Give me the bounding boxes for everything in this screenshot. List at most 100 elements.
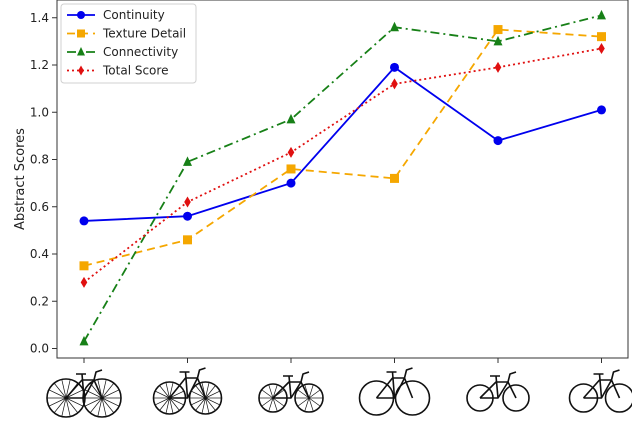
wheel-spoke — [190, 390, 206, 399]
legend-box — [60, 3, 197, 84]
data-point-connectivity — [493, 35, 503, 46]
wheel-spoke — [297, 389, 310, 399]
wheel-spoke — [48, 397, 67, 407]
y-tick-label: 1.0 — [30, 105, 49, 119]
data-point-continuity — [493, 136, 503, 146]
wheel-spoke — [308, 397, 314, 412]
data-point-texture-detail — [493, 25, 503, 35]
data-point-continuity — [390, 62, 399, 72]
data-point-continuity — [286, 178, 296, 188]
series-total-score — [80, 42, 605, 288]
wheel-spoke — [195, 397, 206, 411]
wheel-spoke — [65, 389, 84, 399]
wheel-spoke — [308, 384, 314, 399]
wheel-spoke — [101, 379, 107, 399]
axes: 0.0 0.2 0.4 0.6 0.8 1.0 1.2 1.4 Abstract Scores — [13, 0, 629, 363]
data-point-continuity — [597, 105, 606, 115]
wheel-spoke — [169, 397, 174, 414]
legend-label-connectivity: Connectivity — [103, 45, 178, 59]
wheel-spoke — [308, 397, 321, 407]
data-point-connectivity — [183, 156, 192, 166]
wheel-spoke — [169, 382, 174, 399]
bicycle-frame — [375, 367, 414, 399]
bicycle-frame — [168, 367, 207, 399]
series-layer — [79, 9, 606, 346]
wheel-spoke — [89, 397, 103, 414]
data-point-total-score — [391, 78, 398, 90]
series-line-connectivity — [83, 14, 602, 342]
data-point-total-score — [184, 196, 191, 208]
wheel-spoke — [48, 389, 67, 399]
bicycle-sketch — [258, 371, 324, 413]
wheel-spoke — [169, 397, 180, 411]
wheel-spoke — [261, 397, 274, 407]
wheel-spoke — [65, 397, 84, 407]
data-point-texture-detail — [183, 235, 192, 245]
data-point-total-score — [598, 42, 605, 54]
data-point-connectivity — [390, 21, 399, 32]
legend-label-texture-detail: Texture Detail — [102, 27, 186, 41]
y-tick-label: 0.8 — [30, 153, 49, 167]
wheel-spoke — [61, 397, 67, 417]
wheel-spoke — [272, 397, 285, 407]
legend-marker-connectivity — [77, 47, 85, 56]
front-wheel — [394, 380, 431, 416]
wheel-spoke — [297, 397, 310, 407]
bicycle-sketch — [466, 371, 530, 412]
y-tick-label: 0.0 — [30, 342, 49, 356]
wheel-spoke — [205, 390, 221, 399]
bicycle-sketch — [568, 369, 632, 413]
wheel-spoke — [97, 397, 103, 417]
wheel-spoke — [169, 390, 185, 399]
wheel-spoke — [261, 389, 274, 399]
data-point-connectivity — [79, 335, 89, 346]
wheel-spoke — [268, 397, 274, 412]
x-tick-sketches — [46, 367, 632, 418]
y-tick-label: 0.6 — [30, 200, 49, 214]
wheel-spoke — [101, 382, 115, 399]
wheel-spoke — [159, 385, 170, 399]
wheel-spoke — [272, 397, 278, 412]
bicycle-sketch — [358, 367, 431, 416]
bicycle-sketch — [152, 367, 223, 415]
bicycle-frame — [479, 371, 517, 399]
wheel-spoke — [84, 397, 103, 407]
bicycle-frame — [272, 371, 310, 399]
legend-marker-total-score — [78, 65, 84, 76]
wheel-spoke — [101, 397, 107, 417]
wheel-spoke — [268, 384, 274, 399]
series-texture-detail — [79, 25, 606, 271]
legend-marker-continuity — [77, 11, 85, 19]
data-point-texture-detail — [597, 32, 606, 42]
data-point-connectivity — [286, 113, 296, 124]
wheel-spoke — [159, 397, 170, 411]
y-axis-label: Abstract Scores — [13, 128, 28, 230]
y-tick-label: 0.2 — [30, 294, 49, 308]
wheel-spoke — [53, 397, 67, 414]
wheel-spoke — [154, 397, 170, 406]
data-point-total-score — [287, 146, 295, 158]
data-point-texture-detail — [390, 173, 399, 183]
wheel-spoke — [101, 389, 120, 399]
bicycle-frame — [65, 369, 103, 399]
y-tick-label: 0.4 — [30, 247, 49, 261]
data-point-continuity — [183, 211, 192, 221]
data-point-continuity — [79, 216, 89, 226]
legend: Continuity Texture Detail Connectivity Tota… — [60, 3, 197, 84]
series-continuity — [79, 62, 606, 226]
front-wheel — [604, 383, 632, 413]
bicycle-frame — [582, 369, 621, 399]
wheel-spoke — [65, 397, 71, 417]
series-line-continuity — [83, 66, 602, 222]
wheel-spoke — [190, 397, 206, 406]
data-point-total-score — [494, 61, 502, 73]
series-line-total-score — [83, 47, 602, 284]
wheel-spoke — [65, 379, 71, 399]
wheel-spoke — [165, 382, 170, 399]
data-point-connectivity — [597, 9, 606, 20]
wheel-spoke — [53, 382, 67, 399]
data-point-texture-detail — [79, 261, 89, 271]
wheel-spoke — [169, 397, 185, 406]
wheel-spoke — [205, 385, 216, 399]
